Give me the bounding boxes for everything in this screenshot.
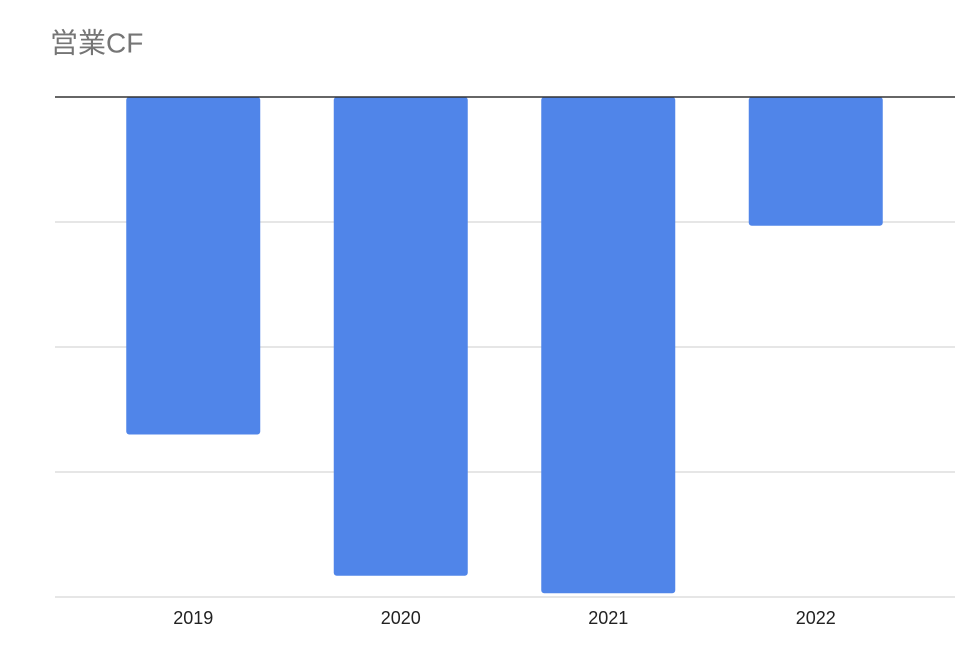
x-tick-label: 2019 [173,608,213,628]
bar [126,97,261,435]
bar [748,97,883,226]
chart-title: 営業CF [50,27,143,58]
x-tick-label: 2021 [588,608,628,628]
bar [333,97,468,576]
x-tick-label: 2022 [796,608,836,628]
bar [541,97,676,594]
x-tick-label: 2020 [381,608,421,628]
